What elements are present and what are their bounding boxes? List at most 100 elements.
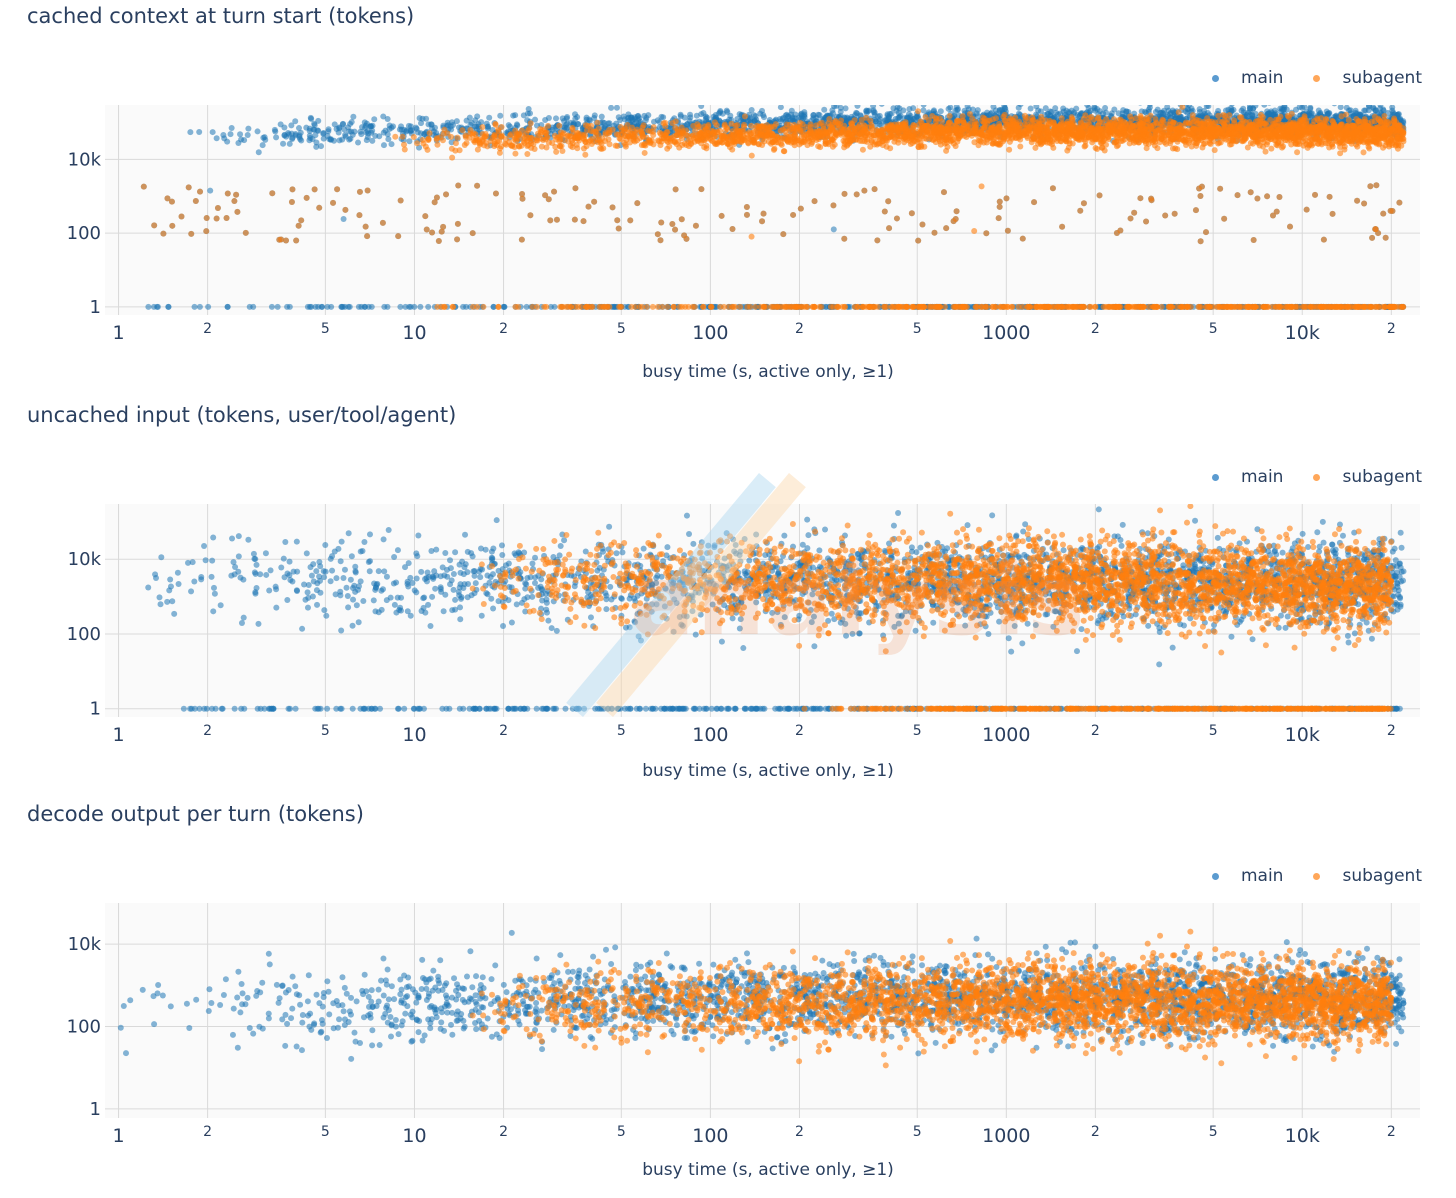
x-tick-label: 5 bbox=[617, 321, 626, 337]
data-point bbox=[1331, 100, 1337, 106]
data-point bbox=[347, 304, 353, 310]
data-point bbox=[938, 108, 944, 114]
data-point bbox=[418, 120, 424, 126]
data-point bbox=[197, 304, 203, 310]
data-point bbox=[1204, 103, 1210, 109]
data-point bbox=[955, 97, 961, 103]
data-point bbox=[1002, 112, 1008, 118]
data-point bbox=[1033, 103, 1039, 109]
data-point bbox=[192, 304, 198, 310]
data-point bbox=[1338, 104, 1344, 110]
data-point bbox=[829, 107, 835, 113]
data-point bbox=[408, 123, 414, 129]
data-point bbox=[883, 117, 889, 123]
data-point bbox=[228, 131, 234, 137]
data-point bbox=[528, 120, 534, 126]
data-point bbox=[779, 142, 785, 148]
data-point bbox=[356, 304, 362, 310]
data-point bbox=[287, 141, 293, 147]
data-point bbox=[312, 132, 318, 138]
data-point bbox=[397, 127, 403, 133]
data-point bbox=[445, 120, 451, 126]
data-point bbox=[390, 123, 396, 129]
data-point bbox=[592, 112, 598, 118]
data-point bbox=[780, 116, 786, 122]
data-point bbox=[486, 115, 492, 121]
data-point bbox=[696, 123, 702, 129]
data-point bbox=[871, 109, 877, 115]
data-point bbox=[411, 304, 417, 310]
data-point bbox=[214, 135, 220, 141]
x-tick-label: 10k bbox=[1285, 322, 1320, 344]
data-point bbox=[896, 110, 902, 116]
data-point bbox=[278, 121, 284, 127]
data-point bbox=[734, 116, 740, 122]
data-point bbox=[952, 108, 958, 114]
data-point bbox=[440, 137, 446, 143]
data-point bbox=[831, 226, 837, 232]
data-point bbox=[559, 148, 565, 154]
data-point bbox=[350, 114, 356, 120]
data-point bbox=[229, 125, 235, 131]
data-point bbox=[645, 112, 651, 118]
data-point bbox=[1390, 110, 1396, 116]
data-point bbox=[250, 304, 256, 310]
data-point bbox=[599, 114, 605, 120]
data-point bbox=[521, 112, 527, 118]
data-point bbox=[483, 131, 489, 137]
data-point bbox=[1091, 104, 1097, 110]
data-point bbox=[1167, 111, 1173, 117]
data-point bbox=[365, 130, 371, 136]
data-point bbox=[1155, 107, 1161, 113]
data-point bbox=[260, 142, 266, 148]
data-point bbox=[651, 119, 657, 125]
data-point bbox=[1294, 149, 1300, 155]
data-point bbox=[426, 136, 432, 142]
y-tick-label: 100 bbox=[67, 223, 101, 244]
data-point bbox=[343, 133, 349, 139]
data-point bbox=[1130, 98, 1136, 104]
x-tick-label: 2 bbox=[1387, 321, 1396, 337]
data-point bbox=[275, 304, 281, 310]
data-point bbox=[362, 125, 368, 131]
data-point bbox=[1261, 102, 1267, 108]
data-point bbox=[497, 113, 503, 119]
data-point bbox=[272, 127, 278, 133]
data-point bbox=[400, 134, 406, 140]
data-point bbox=[472, 117, 478, 123]
data-point bbox=[625, 115, 631, 121]
data-point bbox=[207, 188, 213, 194]
data-point bbox=[385, 136, 391, 142]
data-point bbox=[1249, 112, 1255, 118]
data-point bbox=[635, 113, 641, 119]
data-point bbox=[1186, 102, 1192, 108]
data-point bbox=[287, 304, 293, 310]
data-point bbox=[273, 134, 279, 140]
data-point bbox=[660, 114, 666, 120]
data-point bbox=[921, 102, 927, 108]
data-point bbox=[614, 105, 620, 111]
data-point bbox=[381, 142, 387, 148]
x-tick-label: 5 bbox=[1209, 321, 1218, 337]
data-point bbox=[910, 116, 916, 122]
data-point bbox=[661, 120, 667, 126]
data-point bbox=[310, 127, 316, 133]
data-point bbox=[371, 116, 377, 122]
data-point bbox=[165, 304, 171, 310]
data-point bbox=[687, 112, 693, 118]
data-point bbox=[238, 136, 244, 142]
data-point bbox=[298, 137, 304, 143]
data-point bbox=[600, 119, 606, 125]
data-point bbox=[280, 141, 286, 147]
data-point bbox=[717, 108, 723, 114]
data-point bbox=[336, 137, 342, 143]
x-tick-label: 5 bbox=[913, 321, 922, 337]
data-point bbox=[1266, 100, 1272, 106]
data-point bbox=[225, 304, 231, 310]
data-point bbox=[781, 148, 787, 154]
data-point bbox=[1197, 106, 1203, 112]
data-point bbox=[406, 304, 412, 310]
data-point bbox=[915, 108, 921, 114]
data-point bbox=[339, 304, 345, 310]
